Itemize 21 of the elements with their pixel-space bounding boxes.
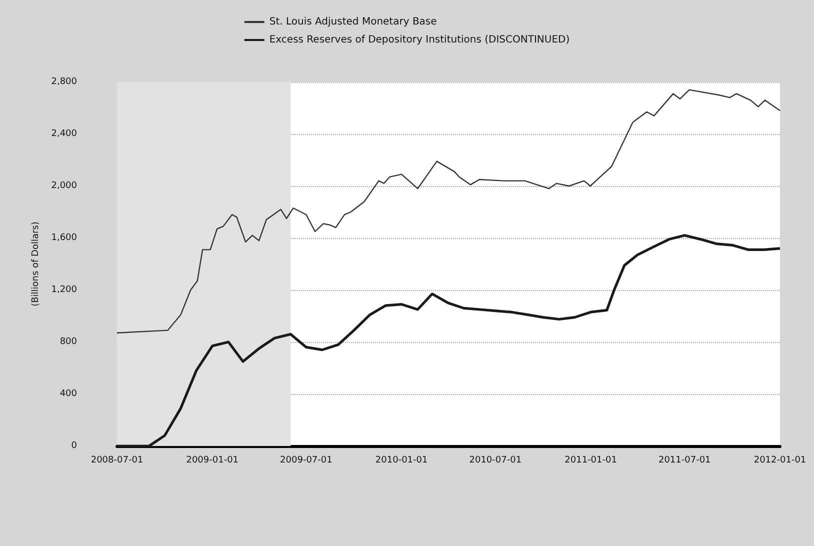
x-tick-label: 2011-01-01: [564, 456, 617, 466]
x-tick-label: 2008-07-01: [90, 456, 144, 466]
x-tick-label: 2010-01-01: [375, 456, 428, 466]
y-axis-title: (Billions of Dollars): [30, 222, 41, 306]
y-tick-label: 1,200: [51, 285, 78, 295]
legend-label: Excess Reserves of Depository Institutions (DISCONTINUED): [269, 34, 570, 46]
legend-label: St. Louis Adjusted Monetary Base: [269, 16, 437, 28]
x-tick-label: 2010-07-01: [469, 456, 522, 466]
y-tick-label: 0: [71, 441, 78, 451]
y-tick-label: 2,000: [51, 181, 78, 191]
x-tick-label: 2009-01-01: [186, 456, 239, 466]
line-series: [116, 89, 781, 334]
y-tick-label: 1,600: [51, 233, 78, 243]
y-tick-label: 2,800: [51, 77, 78, 87]
x-tick-label: 2011-07-01: [658, 456, 711, 466]
y-tick-label: 2,400: [51, 129, 78, 139]
x-tick-label: 2012-01-01: [754, 456, 806, 466]
y-tick-label: 800: [60, 337, 78, 347]
y-tick-label: 400: [60, 389, 78, 399]
x-tick-label: 2009-07-01: [280, 456, 332, 466]
line-series: [116, 234, 782, 448]
